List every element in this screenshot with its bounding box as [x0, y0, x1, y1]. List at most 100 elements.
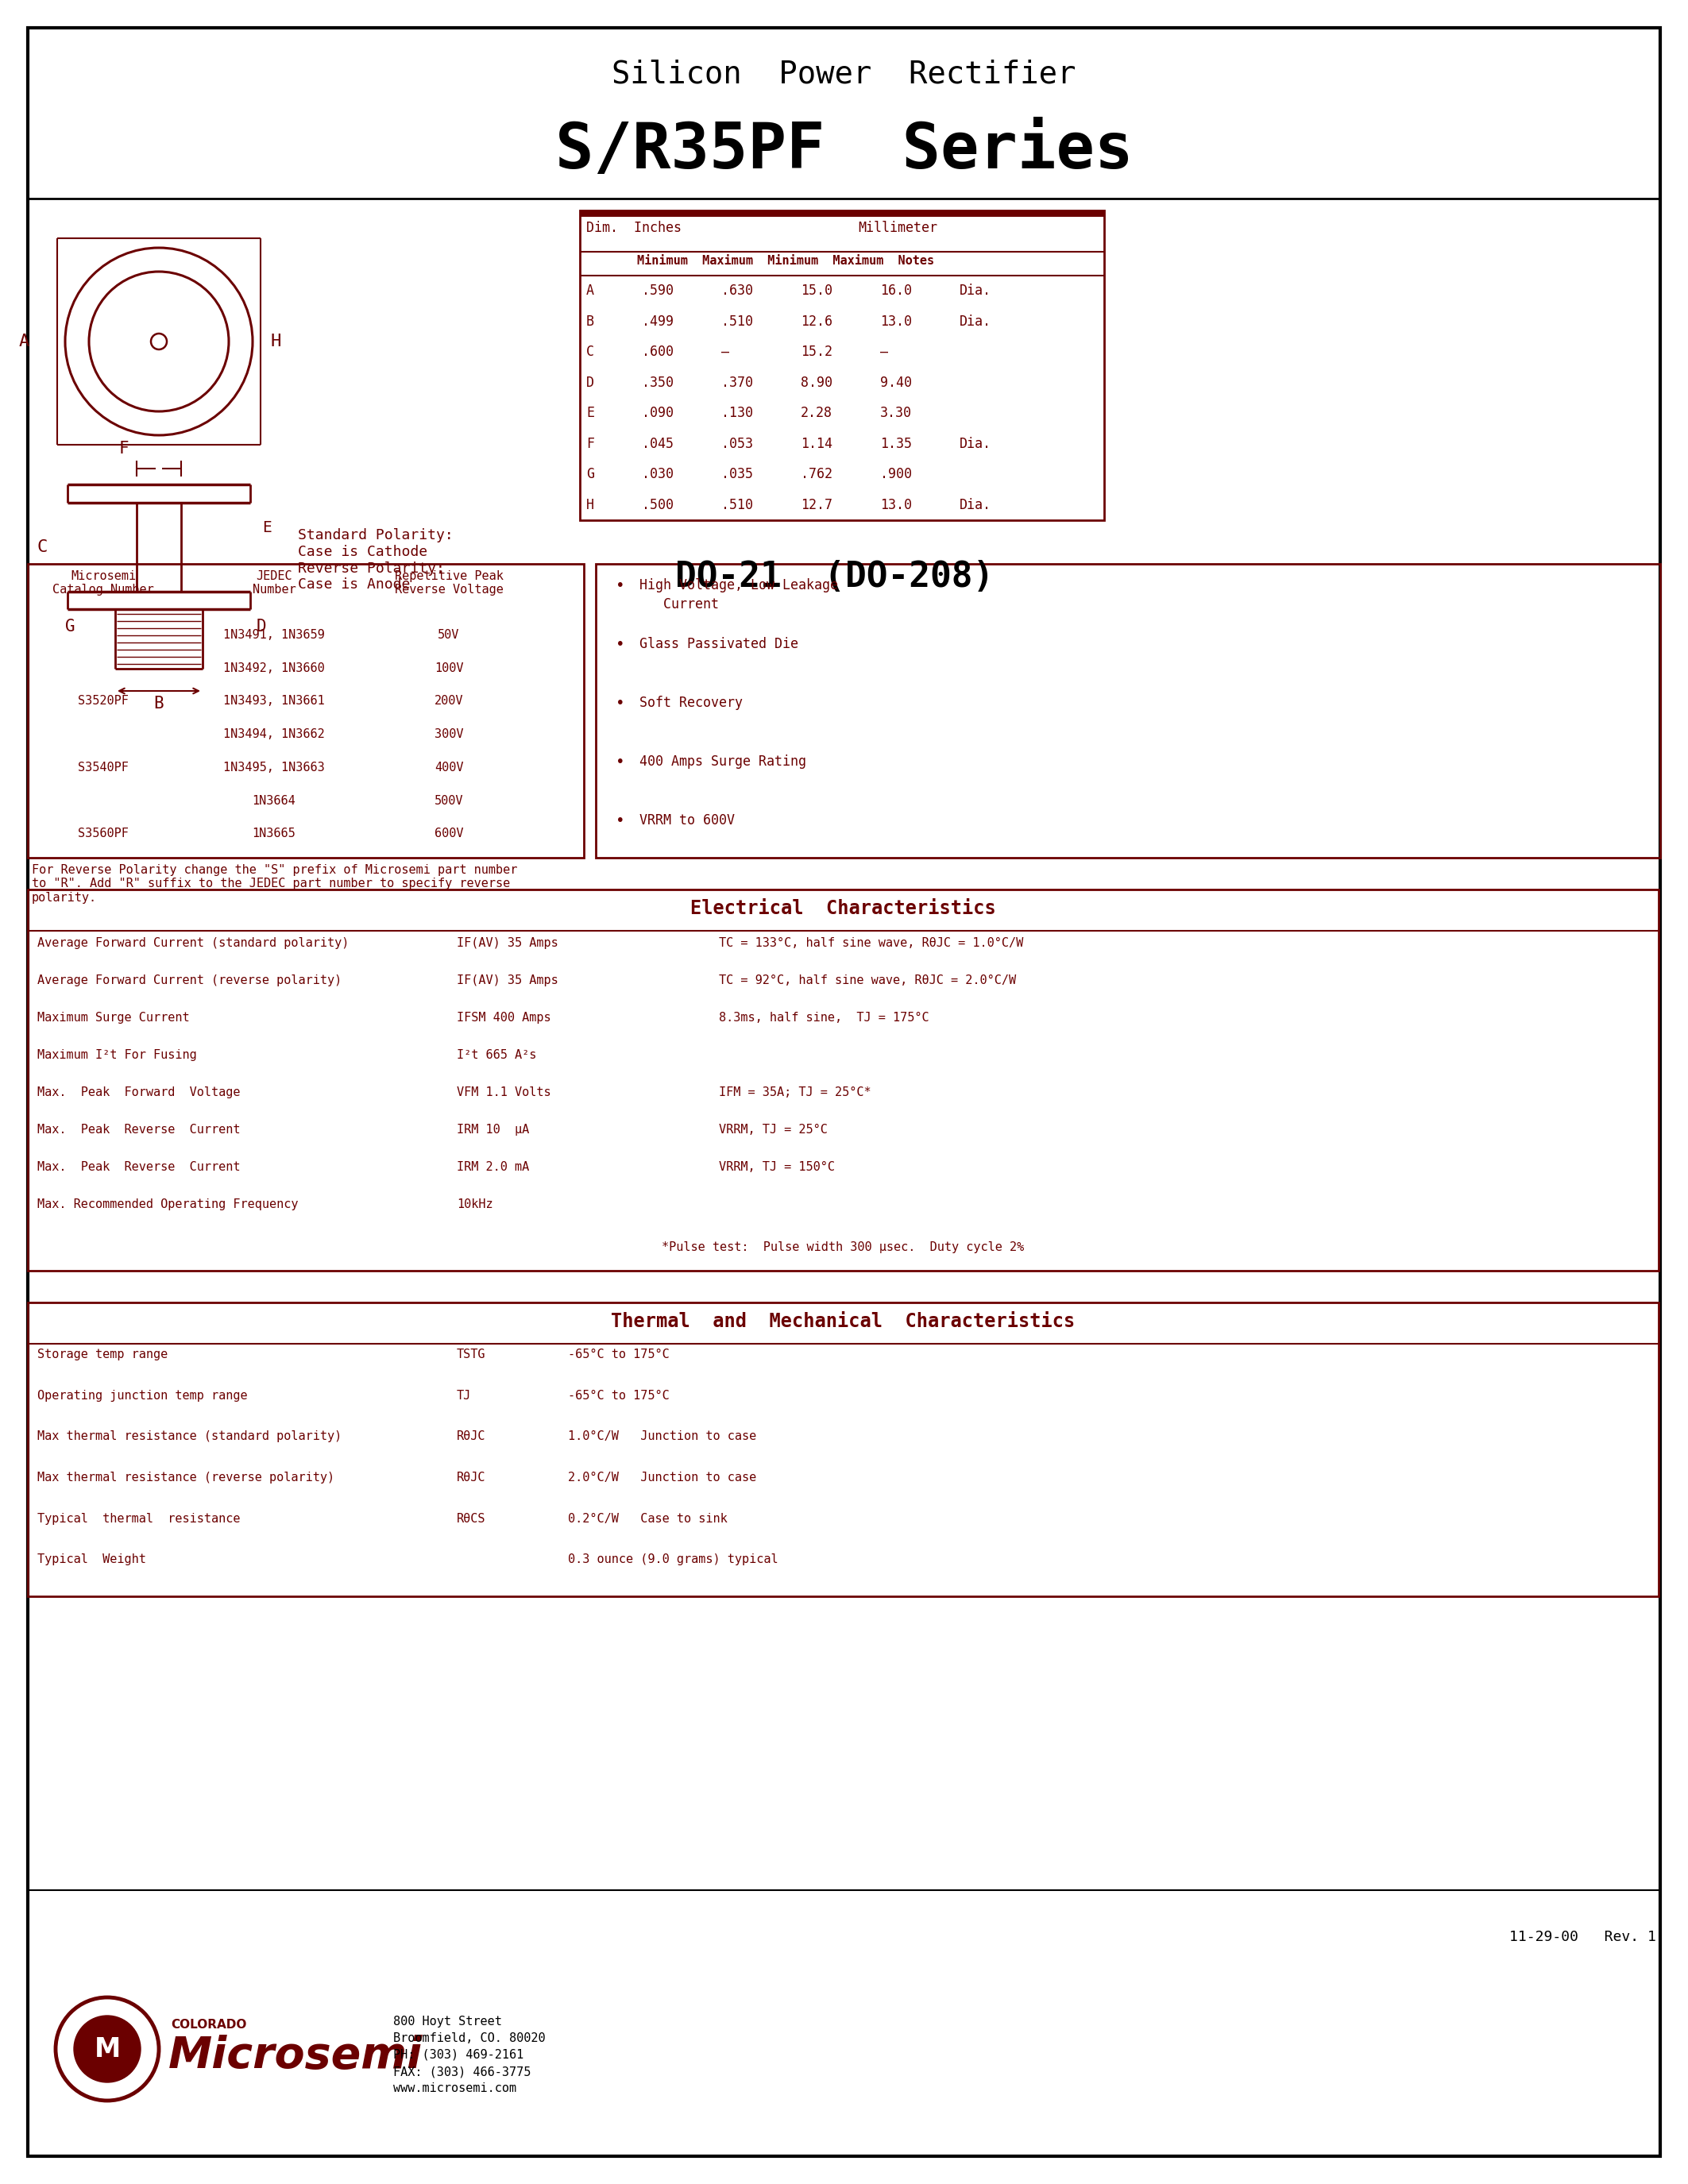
Text: D: D: [257, 618, 267, 636]
Text: 9.40: 9.40: [879, 376, 912, 389]
Text: 8.3ms, half sine,  TJ = 175°C: 8.3ms, half sine, TJ = 175°C: [719, 1011, 928, 1024]
Text: 1.35: 1.35: [879, 437, 912, 450]
Text: 300V: 300V: [434, 729, 463, 740]
Text: 1N3664: 1N3664: [252, 795, 295, 806]
Text: Dim.  Inches: Dim. Inches: [586, 221, 682, 236]
Text: 11-29-00   Rev. 1: 11-29-00 Rev. 1: [1509, 1931, 1656, 1944]
Circle shape: [56, 1998, 159, 2101]
Text: -65°C to 175°C: -65°C to 175°C: [567, 1348, 670, 1361]
Text: 2.0°C/W   Junction to case: 2.0°C/W Junction to case: [567, 1472, 756, 1483]
Text: Standard Polarity:
Case is Cathode
Reverse Polarity:
Case is Anode: Standard Polarity: Case is Cathode Rever…: [297, 529, 454, 592]
Text: 800 Hoyt Street
Broomfield, CO. 80020
PH: (303) 469-2161
FAX: (303) 466-3775
www: 800 Hoyt Street Broomfield, CO. 80020 PH…: [393, 2016, 545, 2094]
Text: .510: .510: [721, 314, 753, 328]
Text: G: G: [586, 467, 594, 480]
Text: •: •: [616, 697, 625, 710]
Text: M: M: [95, 2035, 120, 2062]
Text: IFSM 400 Amps: IFSM 400 Amps: [457, 1011, 550, 1024]
Text: .900: .900: [879, 467, 912, 480]
Bar: [27, 889, 1659, 1271]
Text: 1N3665: 1N3665: [252, 828, 295, 839]
Text: F: F: [586, 437, 594, 450]
Text: Max.  Peak  Reverse  Current: Max. Peak Reverse Current: [37, 1162, 240, 1173]
Text: 600V: 600V: [434, 828, 463, 839]
Text: .030: .030: [641, 467, 674, 480]
Text: Max.  Peak  Reverse  Current: Max. Peak Reverse Current: [37, 1125, 240, 1136]
Text: .510: .510: [721, 498, 753, 511]
Text: —: —: [879, 345, 888, 358]
Text: Maximum I²t For Fusing: Maximum I²t For Fusing: [37, 1048, 197, 1061]
Text: S3560PF: S3560PF: [78, 828, 128, 839]
Text: Max. Recommended Operating Frequency: Max. Recommended Operating Frequency: [37, 1199, 299, 1210]
Text: Microsemi: Microsemi: [169, 2035, 422, 2077]
Text: 500V: 500V: [434, 795, 463, 806]
Text: Max thermal resistance (reverse polarity): Max thermal resistance (reverse polarity…: [37, 1472, 334, 1483]
Text: S3540PF: S3540PF: [78, 762, 128, 773]
Text: Dia.: Dia.: [959, 437, 991, 450]
Text: H: H: [270, 334, 280, 349]
Text: High Voltage, Low Leakage
   Current: High Voltage, Low Leakage Current: [640, 579, 837, 612]
Text: DO-21  (DO-208): DO-21 (DO-208): [675, 559, 994, 594]
Text: .590: .590: [641, 284, 674, 297]
Text: Dia.: Dia.: [959, 284, 991, 297]
Text: I²t 665 A²s: I²t 665 A²s: [457, 1048, 537, 1061]
Text: .600: .600: [641, 345, 674, 358]
Text: .130: .130: [721, 406, 753, 419]
Text: S3520PF: S3520PF: [78, 695, 128, 708]
Text: Max.  Peak  Forward  Voltage: Max. Peak Forward Voltage: [37, 1088, 240, 1099]
Text: 2.28: 2.28: [800, 406, 832, 419]
Text: Dia.: Dia.: [959, 498, 991, 511]
Text: Thermal  and  Mechanical  Characteristics: Thermal and Mechanical Characteristics: [611, 1313, 1075, 1330]
Text: IRM 10  μA: IRM 10 μA: [457, 1125, 530, 1136]
Text: 3.30: 3.30: [879, 406, 912, 419]
Text: Dia.: Dia.: [959, 314, 991, 328]
Text: 1.14: 1.14: [800, 437, 832, 450]
Text: C: C: [586, 345, 594, 358]
Text: .499: .499: [641, 314, 674, 328]
Text: IF(AV) 35 Amps: IF(AV) 35 Amps: [457, 974, 559, 987]
Text: Glass Passivated Die: Glass Passivated Die: [640, 638, 798, 651]
Text: Storage temp range: Storage temp range: [37, 1348, 167, 1361]
Text: 200V: 200V: [434, 695, 463, 708]
Text: Operating junction temp range: Operating junction temp range: [37, 1389, 248, 1402]
Text: IF(AV) 35 Amps: IF(AV) 35 Amps: [457, 937, 559, 950]
Text: TC = 133°C, half sine wave, RθJC = 1.0°C/W: TC = 133°C, half sine wave, RθJC = 1.0°C…: [719, 937, 1023, 950]
Text: 1N3495, 1N3663: 1N3495, 1N3663: [223, 762, 324, 773]
Text: Microsemi
Catalog Number: Microsemi Catalog Number: [52, 570, 154, 596]
Text: •: •: [616, 638, 625, 653]
Text: .762: .762: [800, 467, 832, 480]
Text: 15.2: 15.2: [800, 345, 832, 358]
Text: VFM 1.1 Volts: VFM 1.1 Volts: [457, 1088, 550, 1099]
Text: 0.3 ounce (9.0 grams) typical: 0.3 ounce (9.0 grams) typical: [567, 1553, 778, 1566]
Text: B: B: [154, 697, 164, 712]
Text: .035: .035: [721, 467, 753, 480]
Text: 100V: 100V: [434, 662, 463, 675]
Text: RθJC: RθJC: [457, 1431, 486, 1441]
Text: .053: .053: [721, 437, 753, 450]
Text: Silicon  Power  Rectifier: Silicon Power Rectifier: [611, 59, 1077, 90]
Text: *Pulse test:  Pulse width 300 μsec.  Duty cycle 2%: *Pulse test: Pulse width 300 μsec. Duty …: [662, 1241, 1025, 1254]
Text: TC = 92°C, half sine wave, RθJC = 2.0°C/W: TC = 92°C, half sine wave, RθJC = 2.0°C/…: [719, 974, 1016, 987]
Text: G: G: [66, 618, 76, 636]
Text: Typical  thermal  resistance: Typical thermal resistance: [37, 1514, 240, 1524]
Text: .090: .090: [641, 406, 674, 419]
Text: 13.0: 13.0: [879, 314, 912, 328]
Bar: [27, 28, 1661, 199]
Text: 13.0: 13.0: [879, 498, 912, 511]
Bar: [27, 1302, 1659, 1597]
Text: Typical  Weight: Typical Weight: [37, 1553, 147, 1566]
Text: —: —: [721, 345, 729, 358]
Text: •: •: [616, 579, 625, 594]
Text: Average Forward Current (reverse polarity): Average Forward Current (reverse polarit…: [37, 974, 341, 987]
Text: D: D: [586, 376, 594, 389]
Text: Average Forward Current (standard polarity): Average Forward Current (standard polari…: [37, 937, 349, 950]
Text: .350: .350: [641, 376, 674, 389]
Text: 1N3493, 1N3661: 1N3493, 1N3661: [223, 695, 324, 708]
Text: 10kHz: 10kHz: [457, 1199, 493, 1210]
Text: VRRM, TJ = 150°C: VRRM, TJ = 150°C: [719, 1162, 836, 1173]
Text: B: B: [586, 314, 594, 328]
Text: RθJC: RθJC: [457, 1472, 486, 1483]
Text: 8.90: 8.90: [800, 376, 832, 389]
Circle shape: [74, 2016, 140, 2081]
Text: 0.2°C/W   Case to sink: 0.2°C/W Case to sink: [567, 1514, 728, 1524]
Text: H: H: [586, 498, 594, 511]
